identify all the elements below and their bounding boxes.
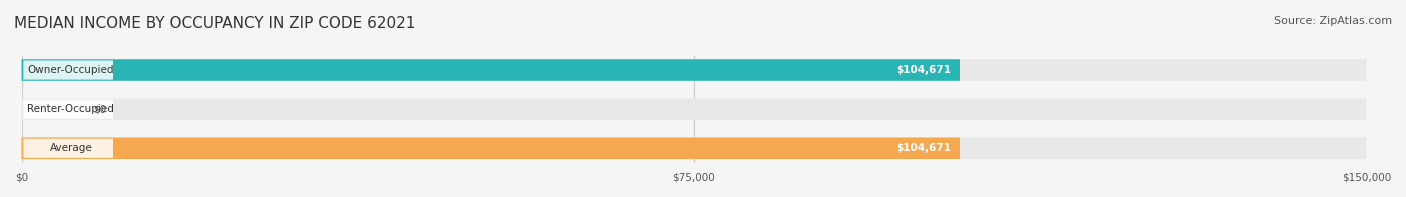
Text: MEDIAN INCOME BY OCCUPANCY IN ZIP CODE 62021: MEDIAN INCOME BY OCCUPANCY IN ZIP CODE 6… [14, 16, 415, 31]
Text: Owner-Occupied: Owner-Occupied [28, 65, 114, 75]
FancyBboxPatch shape [21, 59, 960, 81]
Text: Renter-Occupied: Renter-Occupied [28, 104, 114, 114]
FancyBboxPatch shape [21, 138, 1367, 159]
Text: $0: $0 [93, 104, 107, 114]
FancyBboxPatch shape [21, 98, 1367, 120]
FancyBboxPatch shape [24, 99, 112, 119]
FancyBboxPatch shape [21, 59, 1367, 81]
Text: $104,671: $104,671 [896, 143, 950, 153]
FancyBboxPatch shape [24, 139, 112, 158]
Text: Average: Average [49, 143, 93, 153]
Text: Source: ZipAtlas.com: Source: ZipAtlas.com [1274, 16, 1392, 26]
Text: $104,671: $104,671 [896, 65, 950, 75]
FancyBboxPatch shape [24, 60, 112, 80]
FancyBboxPatch shape [21, 138, 960, 159]
